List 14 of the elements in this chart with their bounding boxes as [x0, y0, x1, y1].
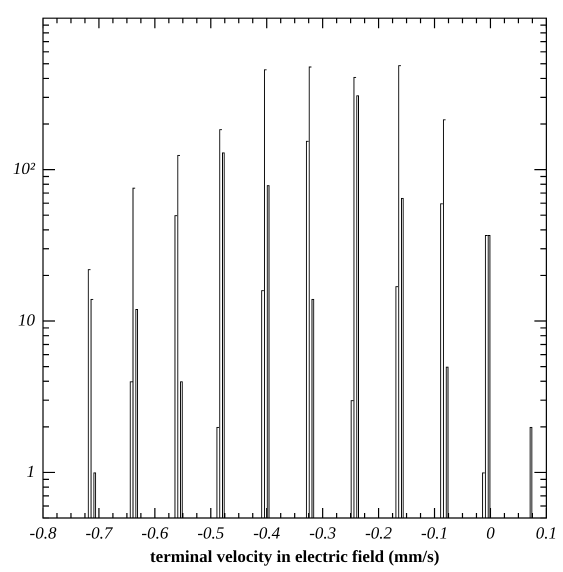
- x-tick-label: 0: [486, 524, 496, 543]
- x-tick-label: -0.1: [421, 524, 448, 543]
- x-axis-title: terminal velocity in electric field (mm/s): [150, 547, 440, 566]
- x-tick-label: -0.4: [253, 524, 281, 543]
- x-tick-label: -0.2: [365, 524, 393, 543]
- x-tick-label: -0.8: [30, 524, 57, 543]
- x-tick-label: -0.7: [85, 524, 114, 543]
- x-tick-label: -0.5: [197, 524, 224, 543]
- y-tick-label: 10: [18, 310, 36, 330]
- x-tick-label: -0.3: [309, 524, 336, 543]
- y-tick-label: 10²: [12, 159, 36, 178]
- x-tick-label: -0.6: [141, 524, 169, 543]
- x-tick-label: 0.1: [536, 524, 557, 543]
- y-tick-label: 1: [26, 462, 35, 481]
